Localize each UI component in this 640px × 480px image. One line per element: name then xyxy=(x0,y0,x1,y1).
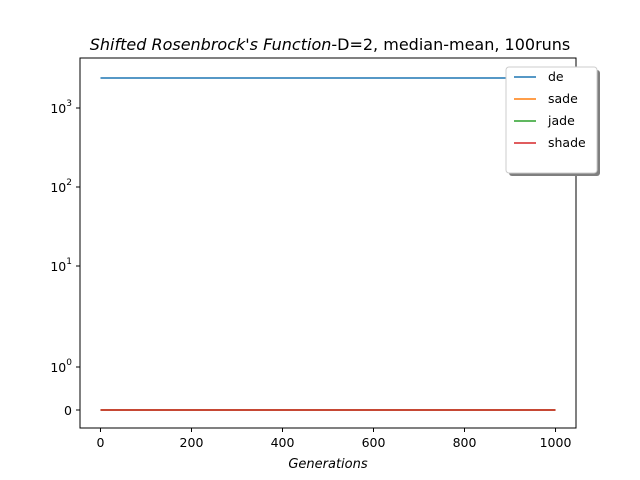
x-axis-label: Generations xyxy=(288,457,368,472)
legend: de sade jade shade xyxy=(505,66,600,176)
y-tick-label: 103 xyxy=(50,99,72,116)
x-tick-label: 200 xyxy=(180,435,204,450)
chart-title: Shifted Rosenbrock's Function-D=2, media… xyxy=(90,35,571,54)
x-tick-label: 1000 xyxy=(540,435,572,450)
series-lines xyxy=(100,77,556,411)
y-tick-label: 101 xyxy=(50,257,72,274)
legend-label-sade: sade xyxy=(548,91,578,106)
x-axis: 0 200 400 600 800 1000 xyxy=(97,428,572,450)
legend-box xyxy=(505,66,598,174)
y-tick-label: 100 xyxy=(50,358,72,375)
x-tick-label: 600 xyxy=(362,435,386,450)
y-tick-label: 0 xyxy=(64,403,72,418)
plot-area xyxy=(79,57,577,429)
y-tick-label: 102 xyxy=(50,178,72,195)
legend-label-de: de xyxy=(548,69,564,84)
legend-label-jade: jade xyxy=(547,113,575,128)
y-axis: 0 100 101 102 103 xyxy=(50,99,80,418)
x-tick-label: 800 xyxy=(453,435,477,450)
x-tick-label: 0 xyxy=(97,435,105,450)
x-tick-label: 400 xyxy=(271,435,295,450)
legend-label-shade: shade xyxy=(548,135,586,150)
